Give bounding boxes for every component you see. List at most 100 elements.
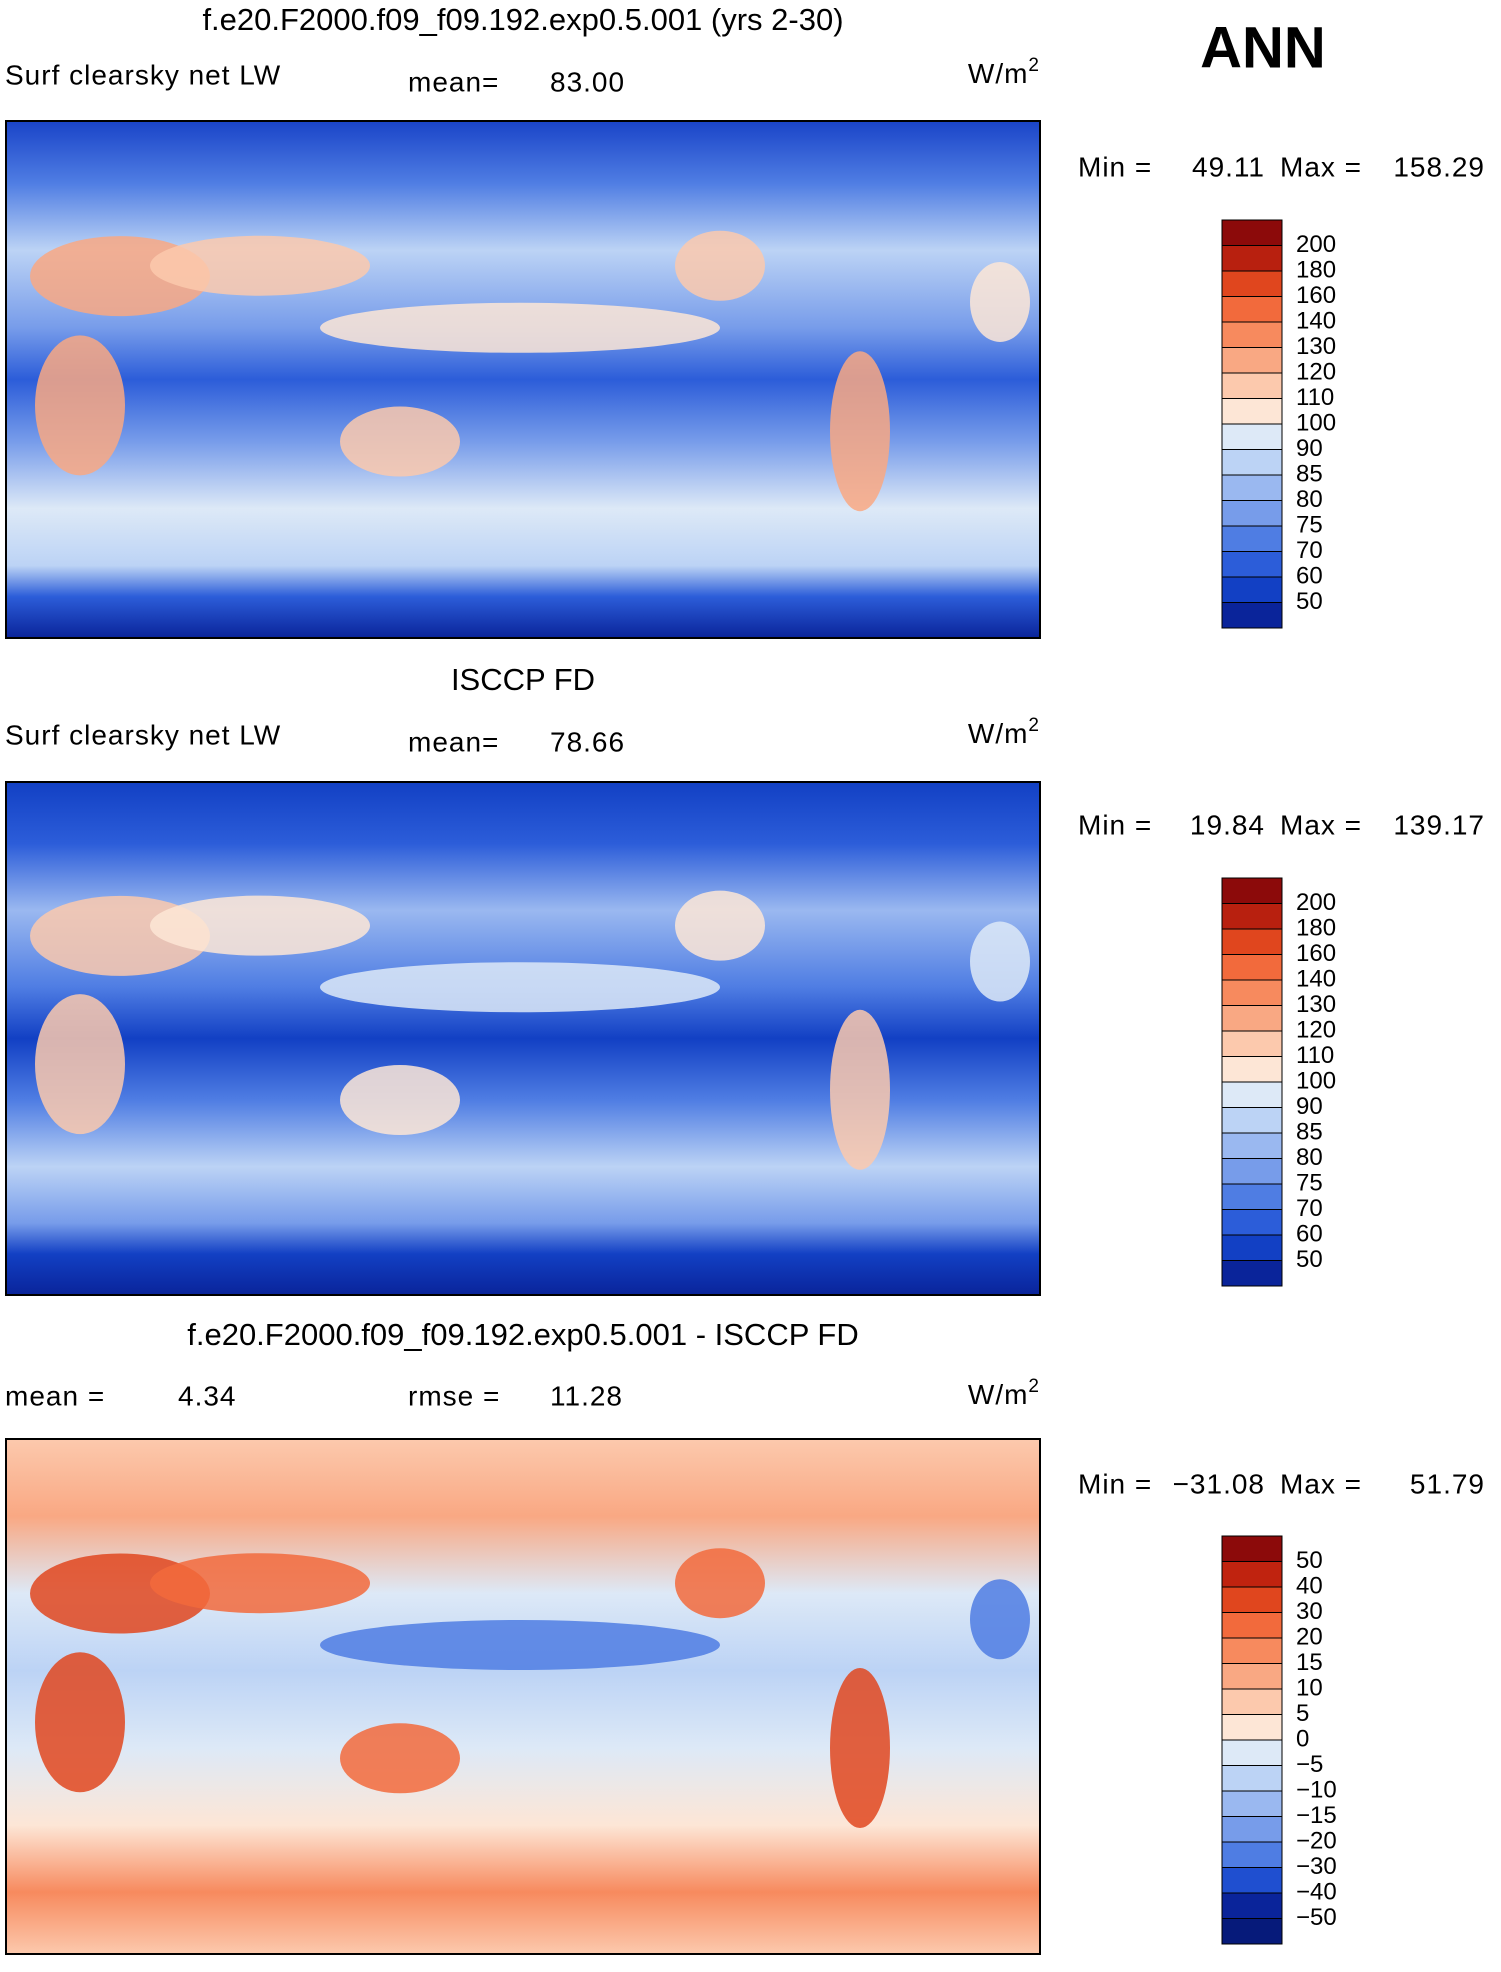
map-field bbox=[6, 121, 1040, 638]
colorbar-box bbox=[1221, 1030, 1283, 1057]
colorbar-box bbox=[1221, 954, 1283, 981]
map-field bbox=[6, 782, 1040, 1295]
colorbar-label: 140 bbox=[1296, 307, 1336, 334]
colorbar-box bbox=[1221, 1841, 1283, 1868]
min-value: 19.84 bbox=[1190, 809, 1265, 840]
map-region bbox=[340, 406, 460, 477]
map-frame bbox=[5, 781, 1041, 1296]
panel-title: ISCCP FD bbox=[451, 662, 595, 697]
units-base: W/m bbox=[968, 1379, 1029, 1410]
map-field bbox=[6, 1439, 1040, 1954]
colorbar-label: 80 bbox=[1296, 486, 1323, 513]
colorbar-box bbox=[1221, 219, 1283, 246]
map-region bbox=[320, 962, 720, 1013]
min-label: Min = bbox=[1078, 1468, 1152, 1499]
colorbar-label: 130 bbox=[1296, 333, 1336, 360]
map-region bbox=[675, 230, 765, 301]
colorbar-label: 50 bbox=[1296, 1246, 1323, 1273]
colorbar-box bbox=[1221, 1260, 1283, 1287]
colorbar-label: 30 bbox=[1296, 1598, 1323, 1625]
colorbar-label: 40 bbox=[1296, 1572, 1323, 1599]
colorbar-label: 110 bbox=[1296, 1042, 1334, 1069]
units-sup: 2 bbox=[1028, 715, 1040, 736]
colorbar-label: 180 bbox=[1296, 256, 1336, 283]
min-value: −31.08 bbox=[1173, 1468, 1265, 1499]
colorbar-box bbox=[1221, 525, 1283, 552]
colorbar-label: 140 bbox=[1296, 965, 1336, 992]
colorbar-box bbox=[1221, 398, 1283, 425]
colorbar-box bbox=[1221, 245, 1283, 272]
units: W/m2 bbox=[968, 55, 1040, 89]
colorbar-label: 120 bbox=[1296, 1016, 1336, 1043]
map-region bbox=[320, 302, 720, 353]
colorbar-label: −40 bbox=[1296, 1878, 1337, 1905]
colorbar-label: 180 bbox=[1296, 914, 1336, 941]
colorbar-box bbox=[1221, 1183, 1283, 1210]
max-value: 158.29 bbox=[1393, 151, 1485, 182]
colorbar-box bbox=[1221, 423, 1283, 450]
colorbar-box bbox=[1221, 903, 1283, 930]
colorbar-label: 70 bbox=[1296, 537, 1323, 564]
panel-title: f.e20.F2000.f09_f09.192.exp0.5.001 - ISC… bbox=[187, 1317, 859, 1352]
colorbar-box bbox=[1221, 1234, 1283, 1261]
colorbar-label: 160 bbox=[1296, 940, 1336, 967]
colorbar-label: 200 bbox=[1296, 231, 1336, 258]
colorbar-box bbox=[1221, 1765, 1283, 1792]
colorbar-label: 75 bbox=[1296, 1169, 1323, 1196]
map-region bbox=[830, 351, 890, 512]
colorbar-label: 50 bbox=[1296, 1547, 1323, 1574]
units-base: W/m bbox=[968, 718, 1029, 749]
colorbar-box bbox=[1221, 1637, 1283, 1664]
colorbar-box bbox=[1221, 1081, 1283, 1108]
max-label: Max = bbox=[1280, 1468, 1362, 1499]
colorbar-box bbox=[1221, 1535, 1283, 1562]
stat-value: 11.28 bbox=[550, 1380, 623, 1411]
colorbar-box bbox=[1221, 1005, 1283, 1032]
map-region bbox=[150, 895, 370, 956]
colorbar-label: 5 bbox=[1296, 1700, 1309, 1727]
stat-value: 78.66 bbox=[550, 726, 625, 757]
colorbar-label: 0 bbox=[1296, 1725, 1309, 1752]
colorbar-label: 10 bbox=[1296, 1674, 1323, 1701]
colorbar-box bbox=[1221, 321, 1283, 348]
map-region bbox=[970, 261, 1030, 342]
max-value: 139.17 bbox=[1393, 809, 1485, 840]
colorbar-box bbox=[1221, 576, 1283, 603]
colorbar-box bbox=[1221, 1688, 1283, 1715]
colorbar-label: −10 bbox=[1296, 1776, 1337, 1803]
colorbar-box bbox=[1221, 979, 1283, 1006]
stat-label: rmse = bbox=[408, 1380, 500, 1411]
map-region bbox=[675, 890, 765, 961]
colorbar-label: −15 bbox=[1296, 1802, 1337, 1829]
colorbar-label: 110 bbox=[1296, 384, 1334, 411]
stat-value: 83.00 bbox=[550, 66, 625, 97]
colorbar-label: 75 bbox=[1296, 511, 1323, 538]
map-region bbox=[675, 1548, 765, 1619]
colorbar-label: −20 bbox=[1296, 1827, 1337, 1854]
colorbar-box bbox=[1221, 1918, 1283, 1945]
colorbar-box bbox=[1221, 1663, 1283, 1690]
map-region bbox=[35, 1652, 125, 1793]
map-region bbox=[830, 1009, 890, 1170]
colorbar-label: 120 bbox=[1296, 358, 1336, 385]
left-label: Surf clearsky net LW bbox=[5, 719, 281, 750]
colorbar-label: −5 bbox=[1296, 1751, 1323, 1778]
colorbar-box bbox=[1221, 1612, 1283, 1639]
left-value: 4.34 bbox=[178, 1380, 237, 1411]
map-region bbox=[340, 1723, 460, 1794]
colorbar-box bbox=[1221, 551, 1283, 578]
max-label: Max = bbox=[1280, 151, 1362, 182]
colorbar-label: 160 bbox=[1296, 282, 1336, 309]
colorbar-label: −30 bbox=[1296, 1853, 1337, 1880]
colorbar-box bbox=[1221, 372, 1283, 399]
map-region bbox=[970, 921, 1030, 1002]
colorbar-label: 80 bbox=[1296, 1144, 1323, 1171]
colorbar-box bbox=[1221, 877, 1283, 904]
colorbar-box bbox=[1221, 347, 1283, 374]
map-region bbox=[970, 1579, 1030, 1660]
map-region bbox=[340, 1065, 460, 1136]
colorbar-box bbox=[1221, 1867, 1283, 1894]
colorbar-label: 50 bbox=[1296, 588, 1323, 615]
map-region bbox=[35, 994, 125, 1135]
colorbar-box bbox=[1221, 1586, 1283, 1613]
